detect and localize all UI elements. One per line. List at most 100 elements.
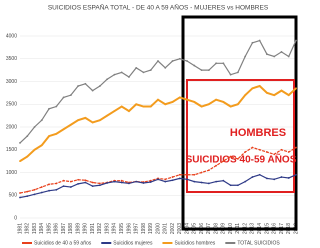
x-tick-label: 1985 (46, 223, 52, 234)
x-tick-label: 1984 (39, 223, 45, 234)
x-tick-label: 2003 (177, 223, 183, 234)
point (295, 146, 297, 149)
point (244, 180, 247, 183)
x-tick-label: 1987 (61, 223, 67, 234)
point (273, 94, 276, 97)
point (26, 190, 29, 193)
point (215, 180, 218, 183)
point (48, 183, 50, 186)
point (120, 71, 123, 74)
y-tick-label: 0 (14, 215, 17, 221)
point (244, 151, 247, 153)
point (142, 105, 145, 108)
point (62, 128, 65, 131)
point (106, 78, 109, 81)
point (178, 96, 181, 99)
point (222, 179, 225, 182)
point (222, 160, 225, 163)
point (229, 155, 232, 158)
point (171, 60, 174, 62)
point (178, 173, 181, 176)
point (164, 66, 167, 69)
x-tick-label: 1996 (126, 223, 132, 234)
point (171, 176, 174, 178)
point (200, 69, 203, 72)
point (236, 184, 239, 187)
y-tick-label: 500 (9, 193, 18, 199)
point (40, 144, 43, 147)
x-tick-label: 1983 (32, 223, 38, 234)
point (19, 142, 21, 144)
legend-label: Suicidios mujeres (113, 240, 153, 246)
point (186, 173, 188, 176)
point (120, 181, 123, 184)
chart-title: SUICIDIOS ESPAÑA TOTAL - DE 40 A 59 AÑOS… (48, 3, 269, 12)
point (280, 89, 283, 92)
y-tick-label: 2000 (6, 124, 17, 130)
point (98, 85, 101, 87)
point (77, 182, 80, 185)
point (295, 39, 297, 42)
point (84, 117, 87, 119)
point (69, 94, 72, 97)
y-tick-label: 3500 (6, 56, 17, 62)
x-tick-label: 1991 (90, 223, 96, 234)
point (164, 180, 167, 183)
point (62, 179, 65, 182)
point (69, 123, 72, 126)
x-tick-label: 1982 (25, 223, 31, 234)
point (157, 98, 159, 101)
point (251, 146, 254, 149)
point (215, 164, 218, 167)
point (135, 180, 138, 183)
point (266, 151, 268, 153)
point (273, 153, 276, 156)
point (128, 182, 130, 185)
x-tick-label: 1989 (75, 223, 81, 234)
point (178, 57, 181, 60)
point (164, 178, 167, 181)
point (26, 135, 29, 138)
point (171, 101, 174, 103)
legend-label: Suicidios de 40 a 59 años (34, 240, 92, 246)
point (55, 132, 58, 135)
point (149, 105, 152, 108)
point (98, 184, 101, 187)
point (19, 160, 21, 163)
point (26, 195, 29, 198)
point (186, 178, 188, 181)
legend-label: TOTAL SUICIDIOS (237, 240, 280, 246)
point (55, 182, 58, 185)
point (135, 103, 138, 106)
x-tick-label: 2002 (170, 223, 176, 234)
annotation: HOMBRES (230, 127, 286, 139)
point (91, 121, 94, 124)
point (91, 181, 94, 184)
point (287, 177, 290, 179)
point (120, 105, 123, 108)
point (135, 66, 138, 69)
point (171, 179, 174, 182)
point (55, 188, 58, 191)
point (84, 179, 87, 182)
x-tick-label: 1981 (17, 223, 23, 234)
point (200, 171, 203, 174)
point (113, 110, 116, 112)
x-tick-label: 2000 (155, 223, 161, 234)
point (236, 157, 239, 160)
highlight-box (181, 15, 298, 231)
point (84, 82, 87, 85)
point (193, 101, 196, 103)
point (186, 60, 188, 62)
point (251, 41, 254, 44)
y-tick-label: 3000 (6, 79, 17, 85)
point (295, 87, 297, 90)
point (280, 51, 283, 53)
point (142, 71, 145, 74)
point (251, 87, 254, 90)
point (229, 184, 232, 187)
point (149, 181, 152, 183)
point (98, 119, 101, 122)
point (106, 114, 109, 117)
point (236, 103, 239, 106)
